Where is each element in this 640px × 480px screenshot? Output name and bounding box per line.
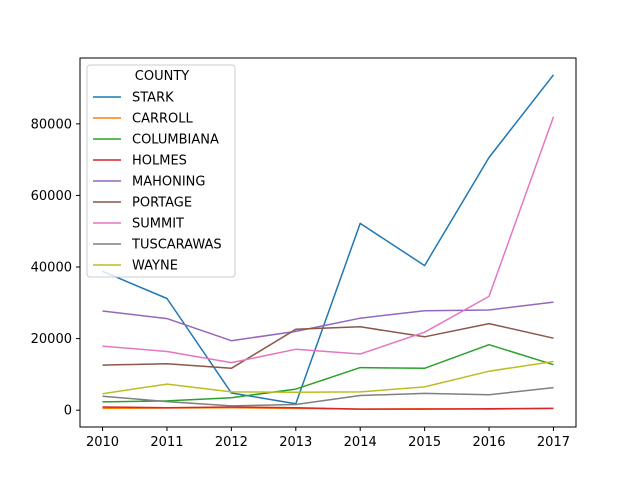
x-tick-label: 2015 [408, 435, 441, 450]
legend-label-stark: STARK [132, 91, 174, 106]
y-tick-label: 0 [64, 404, 72, 419]
series-line-summit [102, 116, 555, 364]
legend: COUNTY STARK CARROLL COLUMBIANA HOLMES MAHONI… [86, 64, 236, 278]
legend-title: COUNTY [135, 69, 189, 84]
legend-label-mahoning: MAHONING [132, 175, 205, 190]
legend-label-summit: SUMMIT [132, 217, 184, 232]
series-line-portage [102, 322, 554, 370]
y-tick-label: 80000 [31, 117, 72, 132]
legend-box [86, 64, 236, 278]
x-tick-label: 2016 [472, 435, 505, 450]
y-tick-label: 40000 [31, 261, 72, 276]
series-line-mahoning [102, 301, 554, 342]
series-layer [102, 74, 555, 410]
x-tick-label: 2017 [537, 435, 570, 450]
x-tick-label: 2014 [344, 435, 377, 450]
legend-label-holmes: HOLMES [132, 154, 187, 169]
y-tick-label: 60000 [31, 189, 72, 204]
legend-label-columbiana: COLUMBIANA [132, 133, 219, 148]
legend-label-carroll: CARROLL [132, 112, 194, 127]
plot-frame [79, 57, 577, 428]
series-line-tuscarawas [102, 386, 554, 407]
x-tick-label: 2013 [279, 435, 312, 450]
series-line-columbiana [102, 343, 554, 403]
y-tick-label: 20000 [31, 332, 72, 347]
legend-label-portage: PORTAGE [132, 196, 192, 211]
series-line-stark [102, 74, 555, 405]
legend-label-tuscarawas: TUSCARAWAS [131, 238, 222, 253]
x-tick-label: 2010 [86, 435, 119, 450]
legend-label-wayne: WAYNE [132, 259, 178, 274]
series-line-wayne [102, 360, 554, 395]
axis-layer: 2010 2011 2012 2013 2014 2015 2016 2017 0 20000 40… [31, 117, 570, 450]
x-tick-label: 2012 [215, 435, 248, 450]
series-line-holmes [102, 406, 554, 410]
x-tick-label: 2011 [150, 435, 183, 450]
